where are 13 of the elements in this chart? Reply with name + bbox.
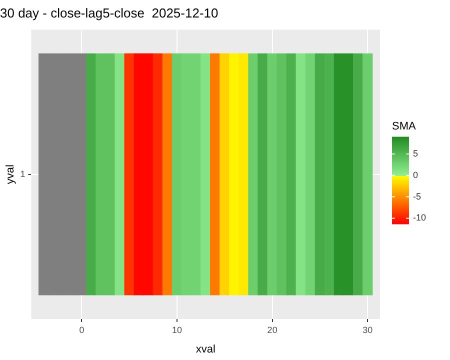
color-bar-label: -10 [413,212,426,223]
x-tick-label: 0 [79,324,84,335]
chart-title: 30 day - close-lag5-close 2025-12-10 [0,5,218,20]
x-tick-label: 30 [362,324,373,335]
color-bar-label: -5 [413,191,422,202]
y-axis-title: yval [4,164,17,184]
x-tick-label: 10 [172,324,182,335]
legend-title: SMA [392,120,416,132]
x-tick-label: 20 [267,324,278,335]
x-axis-title: xval [196,343,216,356]
color-bar-label: 0 [413,170,418,180]
y-tick-label: 1 [20,168,26,179]
color-bar-label: 5 [413,148,418,158]
